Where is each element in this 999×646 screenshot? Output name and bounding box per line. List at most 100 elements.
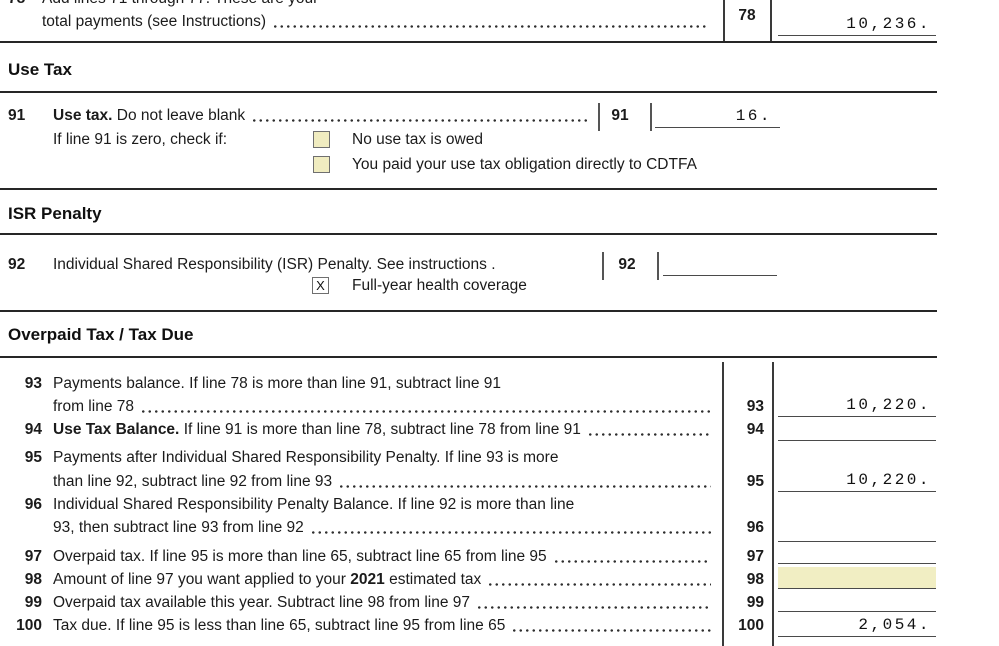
full-year-coverage-label: Full-year health coverage xyxy=(352,277,527,294)
line-98-desc-bold: 2021 xyxy=(350,571,385,588)
line-96-desc-1-text: Individual Shared Responsibility Penalty… xyxy=(53,496,575,513)
section-divider xyxy=(0,233,937,235)
line-98-amount-highlighted-field[interactable] xyxy=(778,567,936,589)
no-use-tax-label: No use tax is owed xyxy=(352,131,483,148)
use-tax-heading: Use Tax xyxy=(8,60,72,79)
line-95-desc-1-text: Payments after Individual Shared Respons… xyxy=(53,449,559,466)
overpaid-heading: Overpaid Tax / Tax Due xyxy=(8,325,194,344)
line-91-field-label: 91 xyxy=(611,107,629,124)
line-97-number: 97 xyxy=(24,548,42,565)
line-91-condition-text: If line 91 is zero, check if: xyxy=(53,131,228,148)
dotted-leader xyxy=(552,560,711,563)
line-93-desc-2: from line 78 xyxy=(53,398,714,416)
dotted-leader xyxy=(338,485,711,488)
dotted-leader xyxy=(139,410,711,413)
section-divider xyxy=(0,310,937,312)
line-93-desc-2-text: from line 78 xyxy=(53,398,134,415)
line-97-amount[interactable] xyxy=(778,542,936,564)
isr-penalty-heading: ISR Penalty xyxy=(8,204,102,223)
line-96-amount[interactable] xyxy=(778,520,936,542)
dotted-leader xyxy=(586,433,711,436)
line-97-desc: Overpaid tax. If line 95 is more than li… xyxy=(53,548,714,566)
line-78-desc-1-text: Add lines 71 through 77. These are your xyxy=(42,0,318,8)
line-92-separator xyxy=(602,252,604,280)
section-divider xyxy=(0,356,937,358)
line-95-field-label: 95 xyxy=(746,473,764,490)
line-78-desc-2-text: total payments (see Instructions) xyxy=(42,13,266,30)
line-96-field-label: 96 xyxy=(746,519,764,536)
line-92-number: 92 xyxy=(8,256,26,273)
line-92-desc: Individual Shared Responsibility (ISR) P… xyxy=(53,256,496,274)
line-92-field-label: 92 xyxy=(618,256,636,273)
line-78-amount[interactable]: 10,236. xyxy=(778,14,936,36)
line-78-number: 78 xyxy=(8,0,25,8)
dotted-leader xyxy=(476,606,711,609)
line-93-desc-1-text: Payments balance. If line 78 is more tha… xyxy=(53,375,502,392)
table-column-divider xyxy=(772,362,774,646)
full-year-coverage-checkbox[interactable]: X xyxy=(312,277,329,294)
line-96-number: 96 xyxy=(24,496,42,513)
line-98-desc: Amount of line 97 you want applied to yo… xyxy=(53,571,714,589)
no-use-tax-checkbox[interactable] xyxy=(313,131,330,148)
line-95-number: 95 xyxy=(24,449,42,466)
line-93-amount[interactable]: 10,220. xyxy=(778,395,936,417)
dotted-leader xyxy=(309,531,711,534)
line-95-desc-2: than line 92, subtract line 92 from line… xyxy=(53,473,714,491)
line-98-field-label: 98 xyxy=(746,571,764,588)
line-95-desc-2-text: than line 92, subtract line 92 from line… xyxy=(53,473,333,490)
line-100-desc: Tax due. If line 95 is less than line 65… xyxy=(53,617,714,635)
line-92-amount[interactable] xyxy=(663,254,777,276)
line-97-desc-text: Overpaid tax. If line 95 is more than li… xyxy=(53,548,547,565)
line-78-box-left-border xyxy=(723,0,725,41)
paid-cdtfa-label: You paid your use tax obligation directl… xyxy=(352,156,697,173)
dotted-leader xyxy=(272,25,707,28)
checkbox-x-mark: X xyxy=(316,278,325,293)
line-92-separator xyxy=(657,252,659,280)
line-78-desc-2: total payments (see Instructions) xyxy=(42,13,710,31)
line-96-desc-2-text: 93, then subtract line 93 from line 92 xyxy=(53,519,304,536)
line-78-box-label: 78 xyxy=(738,7,756,24)
line-92-desc-text: Individual Shared Responsibility (ISR) P… xyxy=(53,256,496,273)
line-91-separator xyxy=(598,103,600,131)
line-98-number: 98 xyxy=(24,571,42,588)
section-divider xyxy=(0,188,937,190)
line-96-desc-2: 93, then subtract line 93 from line 92 xyxy=(53,519,714,537)
line-94-desc-rest: If line 91 is more than line 78, subtrac… xyxy=(179,421,581,438)
line-99-desc: Overpaid tax available this year. Subtra… xyxy=(53,594,714,612)
line-91-desc-bold: Use tax. xyxy=(53,107,113,124)
dotted-leader xyxy=(251,119,591,122)
line-99-amount[interactable] xyxy=(778,590,936,612)
dotted-leader xyxy=(511,629,711,632)
line-94-amount[interactable] xyxy=(778,419,936,441)
line-93-number: 93 xyxy=(24,375,42,392)
table-column-divider xyxy=(722,362,724,646)
line-98-desc-post: estimated tax xyxy=(384,571,482,588)
line-93-field-label: 93 xyxy=(746,398,764,415)
line-94-field-label: 94 xyxy=(746,421,764,438)
line-91-desc-rest: Do not leave blank xyxy=(112,107,246,124)
line-91-condition: If line 91 is zero, check if: xyxy=(53,131,227,149)
line-99-number: 99 xyxy=(24,594,42,611)
line-94-number: 94 xyxy=(24,421,42,438)
line-91-number: 91 xyxy=(8,107,26,124)
line-100-number: 100 xyxy=(16,617,42,634)
line-94-desc: Use Tax Balance. If line 91 is more than… xyxy=(53,421,714,439)
line-95-amount[interactable]: 10,220. xyxy=(778,470,936,492)
line-91-amount[interactable]: 16. xyxy=(655,106,780,128)
line-100-desc-text: Tax due. If line 95 is less than line 65… xyxy=(53,617,506,634)
line-100-field-label: 100 xyxy=(738,617,764,634)
line-78-box-right-border xyxy=(770,0,772,41)
line-93-desc-1: Payments balance. If line 78 is more tha… xyxy=(53,375,501,393)
section-divider xyxy=(0,41,937,43)
dotted-leader xyxy=(487,583,711,586)
line-91-desc: Use tax. Do not leave blank xyxy=(53,107,594,125)
line-99-desc-text: Overpaid tax available this year. Subtra… xyxy=(53,594,471,611)
line-97-field-label: 97 xyxy=(746,548,764,565)
line-98-desc-pre: Amount of line 97 you want applied to yo… xyxy=(53,571,351,588)
line-100-amount[interactable]: 2,054. xyxy=(778,615,936,637)
section-divider xyxy=(0,91,937,93)
line-95-desc-1: Payments after Individual Shared Respons… xyxy=(53,449,558,467)
line-78-desc-1: Add lines 71 through 77. These are your xyxy=(42,0,318,8)
paid-cdtfa-checkbox[interactable] xyxy=(313,156,330,173)
line-91-separator xyxy=(650,103,652,131)
